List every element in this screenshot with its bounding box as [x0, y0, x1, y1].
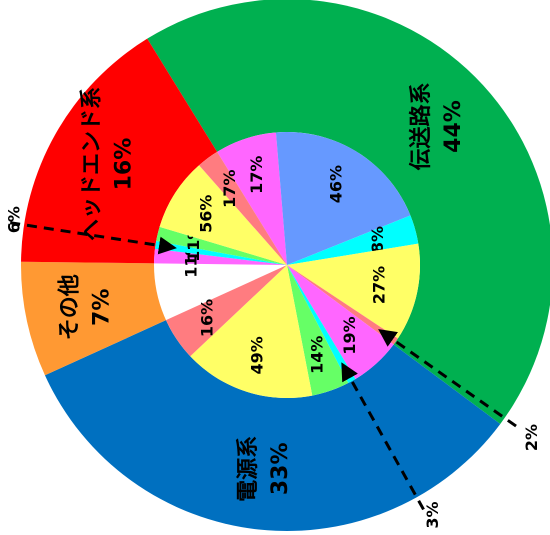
callout-arrow: [378, 329, 517, 428]
inner-label: 27%: [369, 266, 388, 304]
inner-wedge: [190, 265, 313, 398]
inner-wedge: [287, 265, 394, 380]
inner-wedge: [199, 151, 287, 265]
inner-label: 17%: [220, 170, 239, 208]
inner-label: 17%: [247, 156, 266, 194]
inner-label: 46%: [326, 165, 345, 203]
group-value: 44%: [441, 100, 466, 153]
group-name: 電源系: [236, 436, 261, 502]
group-name: その他: [57, 274, 82, 340]
callout-arrow: [9, 221, 177, 255]
inner-wedge: [275, 132, 411, 265]
inner-wedge: [154, 248, 287, 265]
inner-label: 49%: [247, 336, 266, 374]
inner-label: 8%: [368, 226, 387, 253]
inner-label: 56%: [196, 195, 215, 233]
group-value: 16%: [112, 138, 137, 191]
inner-wedge: [165, 265, 287, 357]
group-value: 7%: [89, 289, 114, 326]
callout-label: 6%: [5, 206, 24, 233]
outer-label: 伝送路系 44%: [408, 82, 466, 170]
group-name: 伝送路系: [408, 82, 434, 170]
inner-wedge: [159, 165, 287, 265]
inner-label: 14%: [308, 336, 327, 374]
inner-label: 19%: [340, 316, 359, 354]
inner-label: 16%: [198, 299, 217, 337]
inner-wedge: [287, 243, 420, 339]
inner-wedge: [287, 265, 349, 396]
group-value: 33%: [268, 443, 293, 496]
outer-label: ヘッドエンド系 16%: [80, 87, 137, 241]
inner-wedge: [287, 215, 419, 265]
outer-wedge: [44, 265, 501, 532]
inner-wedge: [217, 132, 287, 265]
inner-wedge: [154, 241, 287, 265]
outer-label: その他 7%: [57, 274, 114, 340]
callout-label: 2%: [522, 424, 541, 451]
callout-arrow: [341, 362, 425, 511]
group-name: ヘッドエンド系: [80, 87, 105, 241]
inner-wedge: [287, 265, 398, 345]
callout-label: 3%: [423, 501, 442, 528]
inner-wedge: [156, 226, 287, 265]
outer-label: 電源系 33%: [236, 436, 293, 502]
inner-wedge: [287, 265, 356, 384]
